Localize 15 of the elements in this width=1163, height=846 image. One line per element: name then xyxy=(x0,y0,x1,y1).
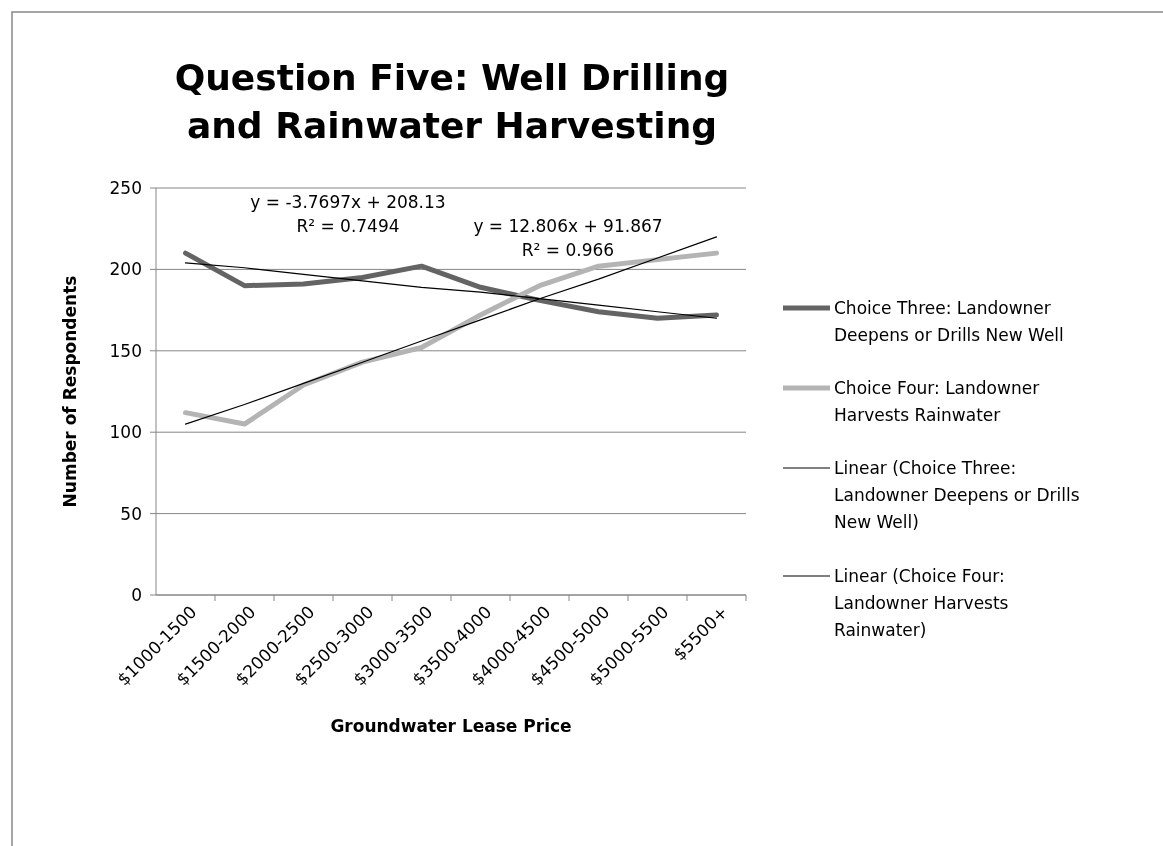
legend-label: Linear (Choice Three: Landowner Deepens or Drills New Well) xyxy=(834,457,1080,532)
legend-label: Choice Three: Landowner Deepens or Drills New Well xyxy=(834,297,1064,345)
y-tick-label: 200 xyxy=(109,259,142,280)
annotation: y = -3.7697x + 208.13 R² = 0.7494 xyxy=(250,192,446,236)
y-tick-label: 100 xyxy=(109,422,142,443)
legend-label: Linear (Choice Four: Landowner Harvests Rainwater) xyxy=(834,565,1009,640)
annotation: y = 12.806x + 91.867 R² = 0.966 xyxy=(473,216,663,260)
y-tick-label: 0 xyxy=(131,584,142,605)
y-tick-label: 150 xyxy=(109,340,142,361)
y-tick-label: 250 xyxy=(109,177,142,198)
chart-title: Question Five: Well Drilling and Rainwater Harvesting xyxy=(174,57,730,146)
x-axis-title: Groundwater Lease Price xyxy=(330,716,572,736)
legend-label: Choice Four: Landowner Harvests Rainwater xyxy=(834,377,1040,425)
y-tick-label: 50 xyxy=(120,503,142,524)
y-axis-title: Number of Respondents xyxy=(60,275,80,508)
